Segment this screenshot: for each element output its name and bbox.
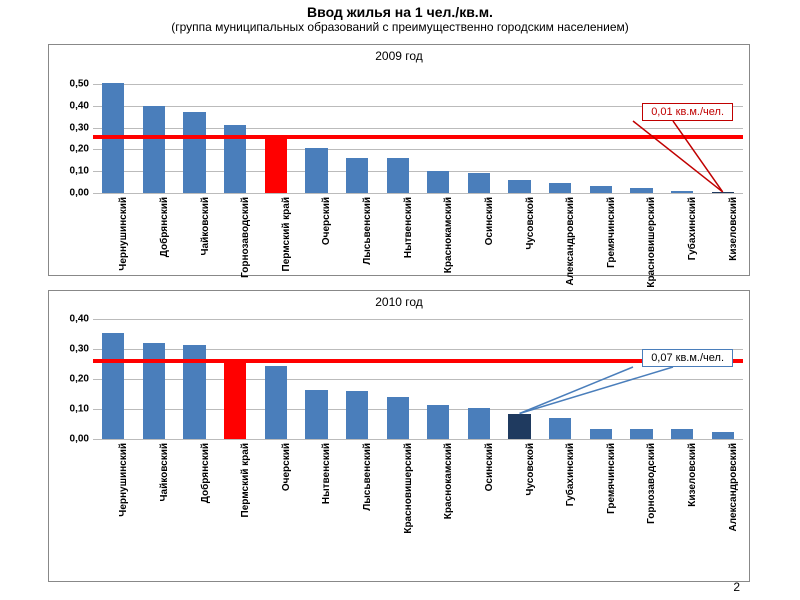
gridline: [93, 319, 743, 320]
chart-2010-box: 2010 год 0,000,100,200,300,40Чернушински…: [48, 290, 750, 582]
bar: [305, 148, 327, 193]
chart-2009-plot: 0,000,100,200,300,400,50ЧернушинскийДобр…: [93, 73, 743, 193]
x-label: Красновишерский: [403, 443, 414, 534]
chart-2009-box: 2009 год 0,000,100,200,300,400,50Чернуши…: [48, 44, 750, 276]
x-label: Чусовской: [525, 443, 536, 496]
x-label: Очерский: [281, 443, 292, 491]
bar: [671, 429, 693, 440]
y-tick-label: 0,10: [53, 404, 89, 415]
x-label: Лысьвенский: [362, 443, 373, 511]
x-label: Александровский: [728, 443, 739, 532]
x-label: Нытвенский: [403, 197, 414, 258]
x-label: Горнозаводский: [240, 197, 251, 278]
chart-2009-inner: 0,000,100,200,300,400,50ЧернушинскийДобр…: [93, 51, 743, 269]
x-label: Добрянский: [200, 443, 211, 503]
x-label: Очерский: [321, 197, 332, 245]
reference-line: [93, 135, 743, 139]
title-line-2: (группа муниципальных образований с преи…: [0, 20, 800, 34]
chart-2010-inner: 0,000,100,200,300,40ЧернушинскийЧайковск…: [93, 297, 743, 575]
x-label: Чайковский: [159, 443, 170, 501]
bar: [224, 361, 246, 439]
gridline: [93, 84, 743, 85]
y-tick-label: 0,20: [53, 144, 89, 155]
bar: [508, 180, 530, 193]
y-tick-label: 0,00: [53, 188, 89, 199]
callout-label: 0,01 кв.м./чел.: [642, 103, 733, 121]
bar: [305, 390, 327, 440]
x-labels: Чернушинский Чайковский Добрянский Пермский…: [93, 439, 743, 579]
x-label: Краснокамский: [443, 197, 454, 273]
x-label: Горнозаводский: [646, 443, 657, 524]
bar: [468, 173, 490, 193]
x-label: Добрянский: [159, 197, 170, 257]
y-tick-label: 0,40: [53, 100, 89, 111]
x-label: Губахинский: [565, 443, 576, 506]
titles: Ввод жилья на 1 чел./кв.м. (группа муниц…: [0, 0, 800, 34]
x-label: Осинский: [484, 443, 495, 491]
bar: [346, 391, 368, 439]
x-label: Александровский: [565, 197, 576, 286]
bar: [630, 429, 652, 440]
x-label: Губахинский: [687, 197, 698, 260]
x-label: Красновишерский: [646, 197, 657, 288]
x-label: Краснокамский: [443, 443, 454, 519]
x-label: Лысьвенский: [362, 197, 373, 265]
x-label: Осинский: [484, 197, 495, 245]
bar: [387, 158, 409, 193]
bar: [508, 414, 530, 440]
bar: [712, 432, 734, 440]
y-tick-label: 0,40: [53, 314, 89, 325]
x-label: Гремячинский: [606, 197, 617, 268]
y-tick-label: 0,00: [53, 434, 89, 445]
bar: [387, 397, 409, 439]
bar: [346, 158, 368, 193]
x-labels: ЧернушинскийДобрянскийЧайковскийГорнозав…: [93, 193, 743, 273]
x-label: Чусовской: [525, 197, 536, 250]
x-label: Чернушинский: [118, 443, 129, 517]
y-tick-label: 0,20: [53, 374, 89, 385]
y-tick-label: 0,50: [53, 78, 89, 89]
page-number: 2: [733, 580, 740, 594]
bar: [183, 112, 205, 193]
callout-label: 0,07 кв.м./чел.: [642, 349, 733, 367]
bar: [265, 137, 287, 193]
x-label: Кизеловский: [687, 443, 698, 507]
x-label: Чайковский: [200, 197, 211, 255]
bar: [549, 418, 571, 439]
bar: [143, 106, 165, 193]
bar: [590, 429, 612, 440]
y-tick-label: 0,10: [53, 166, 89, 177]
page: Ввод жилья на 1 чел./кв.м. (группа муниц…: [0, 0, 800, 600]
y-tick-label: 0,30: [53, 122, 89, 133]
bar: [427, 405, 449, 440]
y-tick-label: 0,30: [53, 344, 89, 355]
bar: [143, 343, 165, 439]
chart-2010-plot: 0,000,100,200,300,40ЧернушинскийЧайковск…: [93, 319, 743, 439]
bar: [265, 366, 287, 440]
x-label: Пермский край: [240, 443, 251, 517]
bar: [549, 183, 571, 193]
x-label: Пермский край: [281, 197, 292, 271]
bar: [427, 171, 449, 193]
x-label: Нытвенский: [321, 443, 332, 504]
x-label: Кизеловский: [728, 197, 739, 261]
x-label: Чернушинский: [118, 197, 129, 271]
x-label: Гремячинский: [606, 443, 617, 514]
title-line-1: Ввод жилья на 1 чел./кв.м.: [0, 4, 800, 20]
bar: [468, 408, 490, 440]
bar: [102, 333, 124, 440]
